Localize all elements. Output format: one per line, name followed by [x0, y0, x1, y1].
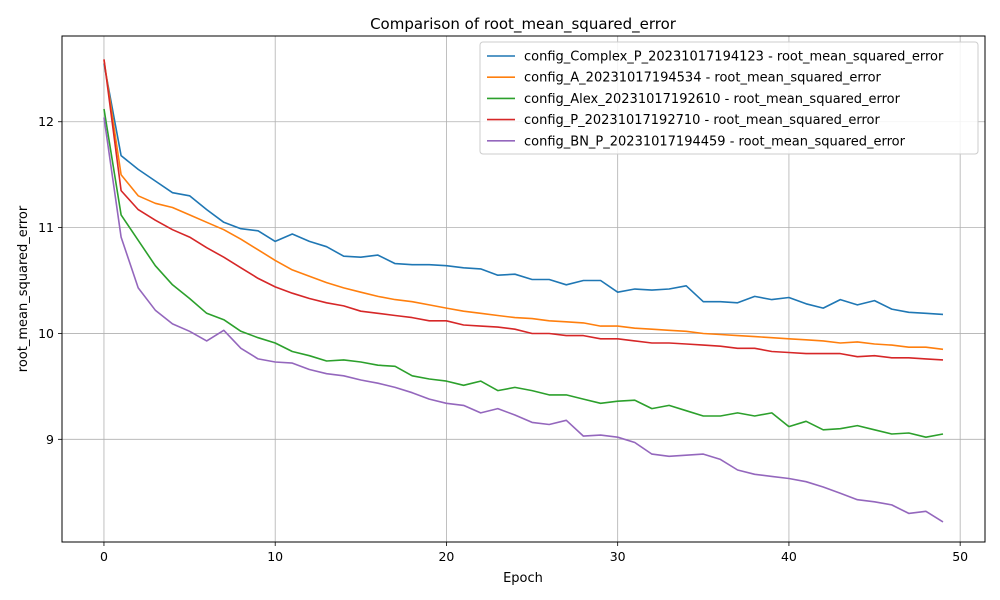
- x-tick-label: 30: [610, 549, 626, 564]
- y-axis-title: root_mean_squared_error: [16, 205, 31, 372]
- y-tick-label: 9: [46, 432, 54, 447]
- legend-box: [479, 41, 979, 155]
- x-tick-label: 40: [781, 549, 797, 564]
- x-tick-label: 20: [438, 549, 454, 564]
- legend-label-1: config_A_20231017194534 - root_mean_squa…: [524, 71, 882, 86]
- legend-label-3: config_P_20231017192710 - root_mean_squa…: [524, 113, 880, 128]
- legend: config_Complex_P_20231017194123 - root_m…: [479, 41, 979, 155]
- series-line-1: [103, 60, 944, 351]
- x-tick-label: 0: [100, 549, 108, 564]
- series-line-4: [103, 117, 944, 523]
- chart-title: Comparison of root_mean_squared_error: [370, 15, 677, 34]
- legend-label-4: config_BN_P_20231017194459 - root_mean_s…: [524, 134, 906, 149]
- series-lines: [103, 59, 944, 523]
- legend-label-2: config_Alex_20231017192610 - root_mean_s…: [524, 92, 901, 107]
- series-line-0: [103, 63, 944, 316]
- x-axis-title: Epoch: [503, 571, 543, 586]
- y-tick-label: 10: [38, 326, 54, 341]
- series-line-3: [103, 59, 944, 361]
- legend-label-0: config_Complex_P_20231017194123 - root_m…: [524, 50, 944, 65]
- x-tick-label: 10: [267, 549, 283, 564]
- x-tick-label: 50: [952, 549, 968, 564]
- plot-frame: [61, 35, 986, 543]
- series-line-2: [103, 108, 944, 439]
- y-tick-label: 11: [38, 220, 54, 235]
- axis-ticks: 0 10 20 30 40 50 9 10 11 12: [38, 114, 968, 564]
- y-tick-label: 12: [38, 114, 54, 129]
